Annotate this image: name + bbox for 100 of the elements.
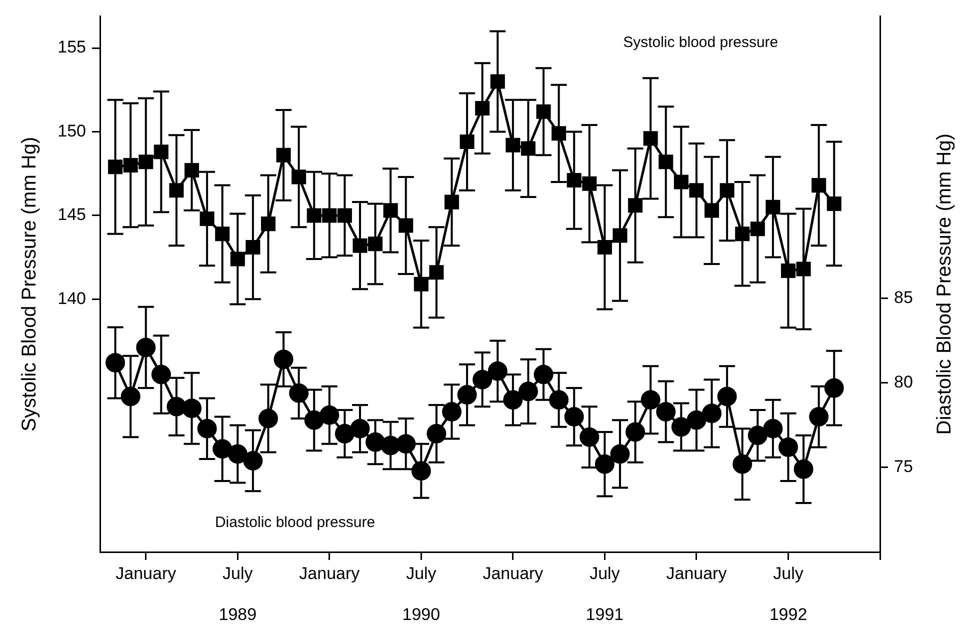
point (352, 238, 368, 253)
point (380, 436, 400, 456)
point (472, 370, 492, 390)
point (766, 200, 780, 214)
point (260, 216, 276, 232)
point (457, 385, 477, 405)
point (794, 459, 814, 479)
point (796, 262, 811, 276)
point (106, 352, 126, 372)
point (306, 208, 322, 223)
point (136, 338, 156, 358)
x2-tick-label: 1989 (218, 604, 257, 624)
point (610, 444, 630, 464)
point (566, 173, 582, 188)
point (243, 450, 263, 470)
point (824, 378, 844, 398)
annotation: Diastolic blood pressure (214, 514, 376, 532)
point (732, 454, 752, 474)
point (120, 386, 140, 406)
point (520, 141, 536, 156)
point (108, 160, 123, 174)
point (490, 74, 505, 89)
point (580, 427, 600, 447)
y-tick-label: 150 (58, 121, 86, 140)
x-tick-label: January (116, 564, 177, 583)
point (398, 218, 414, 233)
y-tick-label: 140 (58, 288, 86, 308)
x-tick-label: January (299, 564, 360, 583)
y2-tick-label: 75 (894, 457, 913, 476)
y2-axis-title: Diastolic Blood Pressure (mm Hg) (934, 134, 956, 435)
point (612, 228, 628, 243)
point (778, 437, 798, 457)
x-tick-label: January (666, 564, 728, 583)
point (197, 418, 217, 438)
point (274, 350, 294, 370)
point (475, 101, 490, 116)
point (506, 138, 520, 152)
point (212, 439, 232, 459)
point (626, 422, 646, 442)
point (735, 226, 750, 242)
point (582, 176, 597, 191)
point (552, 126, 566, 141)
point (549, 390, 569, 410)
point (720, 183, 734, 198)
point (671, 417, 691, 437)
point (289, 383, 309, 403)
x-tick-label: July (773, 564, 804, 583)
point (717, 386, 737, 406)
y-axis-title: Systolic Blood Pressure (mm Hg) (18, 136, 41, 432)
point (246, 240, 260, 255)
point (429, 265, 444, 280)
point (750, 222, 765, 236)
point (826, 196, 842, 211)
point (292, 170, 306, 184)
x2-tick-label: 1991 (586, 604, 624, 624)
point (809, 407, 829, 427)
x2-tick-label: 1992 (769, 604, 808, 624)
point (442, 402, 462, 422)
point (184, 162, 200, 178)
point (350, 418, 370, 438)
point (748, 426, 768, 446)
point (640, 390, 660, 410)
x2-tick-label: 1990 (402, 604, 440, 624)
point (780, 263, 796, 278)
point (594, 454, 614, 474)
annotation: Systolic blood pressure (623, 34, 778, 52)
y2-tick-label: 80 (894, 372, 913, 392)
point (215, 226, 230, 242)
x-tick-label: July (406, 564, 437, 583)
point (228, 444, 248, 464)
point (656, 402, 676, 422)
point (320, 405, 340, 425)
point (518, 382, 538, 402)
point (704, 203, 720, 218)
point (702, 404, 722, 424)
point (658, 154, 674, 170)
point (366, 432, 386, 452)
point (812, 178, 826, 193)
point (258, 408, 278, 428)
point (643, 131, 658, 146)
point (628, 198, 643, 213)
point (460, 134, 474, 150)
point (151, 364, 171, 384)
x-tick-label: July (222, 564, 254, 583)
point (689, 183, 704, 198)
x-tick-label: July (590, 564, 620, 583)
y2-tick-label: 85 (894, 288, 913, 308)
point (230, 252, 245, 266)
point (426, 424, 446, 444)
point (503, 390, 523, 410)
y-tick-label: 155 (58, 38, 86, 57)
point (411, 461, 431, 481)
point (123, 158, 138, 172)
point (304, 410, 324, 430)
point (200, 212, 214, 226)
point (169, 183, 184, 198)
point (138, 154, 154, 170)
point (334, 424, 354, 444)
point (166, 396, 186, 416)
point (383, 203, 398, 218)
